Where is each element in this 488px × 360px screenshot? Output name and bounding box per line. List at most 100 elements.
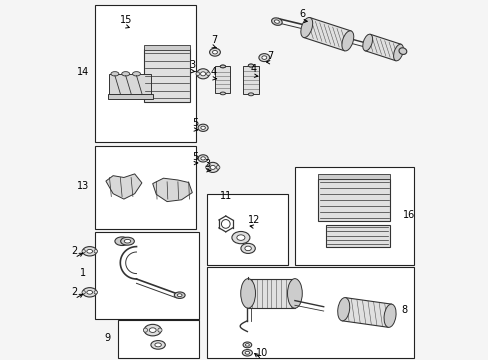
Ellipse shape — [82, 288, 97, 297]
Text: 3: 3 — [204, 159, 210, 169]
Ellipse shape — [248, 64, 253, 67]
Ellipse shape — [243, 342, 251, 348]
Bar — [318, 174, 389, 179]
Text: 8: 8 — [401, 305, 407, 315]
Circle shape — [206, 72, 210, 76]
Text: 7: 7 — [267, 51, 273, 61]
Ellipse shape — [212, 50, 217, 54]
Circle shape — [94, 291, 97, 294]
Ellipse shape — [144, 324, 161, 336]
Ellipse shape — [383, 304, 395, 327]
Ellipse shape — [393, 44, 403, 61]
Ellipse shape — [398, 48, 406, 54]
Text: 14: 14 — [77, 67, 89, 77]
Ellipse shape — [337, 298, 349, 321]
Ellipse shape — [124, 239, 130, 243]
Ellipse shape — [300, 18, 312, 37]
Text: 2: 2 — [71, 246, 78, 256]
Ellipse shape — [111, 72, 119, 76]
Ellipse shape — [220, 92, 225, 95]
Ellipse shape — [200, 72, 205, 76]
Text: 7: 7 — [210, 35, 217, 45]
Ellipse shape — [121, 237, 134, 245]
Ellipse shape — [155, 343, 161, 347]
Circle shape — [82, 249, 85, 253]
Text: 5: 5 — [191, 118, 198, 128]
Ellipse shape — [132, 72, 140, 76]
Ellipse shape — [87, 249, 92, 253]
Bar — [318, 179, 389, 220]
Circle shape — [94, 249, 97, 253]
Ellipse shape — [248, 64, 253, 67]
Ellipse shape — [287, 279, 302, 308]
Text: 13: 13 — [77, 181, 89, 192]
Circle shape — [205, 166, 209, 169]
Polygon shape — [364, 34, 400, 61]
Text: 16: 16 — [403, 210, 415, 220]
Ellipse shape — [209, 48, 220, 56]
Bar — [294, 167, 413, 265]
Polygon shape — [106, 174, 142, 199]
Bar — [95, 5, 196, 142]
Ellipse shape — [258, 54, 269, 62]
Bar — [143, 45, 190, 50]
Ellipse shape — [274, 20, 279, 23]
Ellipse shape — [231, 231, 249, 244]
Polygon shape — [243, 66, 258, 94]
Text: 9: 9 — [104, 333, 110, 343]
Circle shape — [143, 328, 147, 332]
Ellipse shape — [198, 155, 208, 162]
Ellipse shape — [115, 237, 129, 246]
Ellipse shape — [220, 65, 225, 68]
Circle shape — [221, 220, 230, 228]
Polygon shape — [342, 298, 391, 327]
Circle shape — [82, 291, 85, 294]
Ellipse shape — [151, 341, 165, 349]
Ellipse shape — [248, 93, 253, 96]
Text: 1: 1 — [80, 268, 86, 278]
Bar — [95, 146, 196, 229]
Polygon shape — [247, 279, 294, 308]
Ellipse shape — [196, 69, 209, 79]
Text: 10: 10 — [255, 348, 267, 358]
Circle shape — [158, 328, 162, 332]
Text: 3: 3 — [189, 60, 195, 70]
Circle shape — [196, 72, 199, 76]
Text: 11: 11 — [219, 191, 231, 201]
Text: 15: 15 — [119, 15, 132, 25]
Ellipse shape — [245, 343, 249, 346]
Ellipse shape — [236, 235, 244, 240]
Bar — [109, 74, 151, 97]
Bar — [107, 94, 152, 99]
Ellipse shape — [201, 157, 205, 160]
Text: 12: 12 — [248, 215, 260, 225]
Ellipse shape — [206, 162, 219, 172]
Ellipse shape — [242, 350, 252, 356]
Ellipse shape — [177, 294, 182, 297]
Bar — [118, 320, 199, 358]
Ellipse shape — [210, 165, 215, 170]
Text: 5: 5 — [191, 152, 198, 162]
Ellipse shape — [262, 56, 266, 59]
Polygon shape — [152, 178, 192, 202]
Ellipse shape — [341, 31, 353, 51]
Ellipse shape — [220, 65, 225, 68]
Bar — [325, 225, 389, 247]
Bar — [95, 232, 199, 319]
Circle shape — [216, 166, 220, 169]
Polygon shape — [215, 66, 230, 93]
Text: 2: 2 — [71, 287, 78, 297]
Ellipse shape — [82, 247, 97, 256]
Ellipse shape — [244, 351, 249, 354]
Ellipse shape — [198, 124, 208, 131]
Ellipse shape — [201, 126, 205, 129]
Ellipse shape — [122, 72, 129, 76]
Ellipse shape — [149, 328, 156, 332]
Polygon shape — [303, 18, 350, 51]
Ellipse shape — [174, 292, 185, 298]
Ellipse shape — [87, 291, 92, 294]
Bar — [206, 194, 287, 265]
Text: 4: 4 — [250, 64, 256, 74]
Ellipse shape — [244, 246, 251, 251]
Bar — [143, 49, 190, 102]
